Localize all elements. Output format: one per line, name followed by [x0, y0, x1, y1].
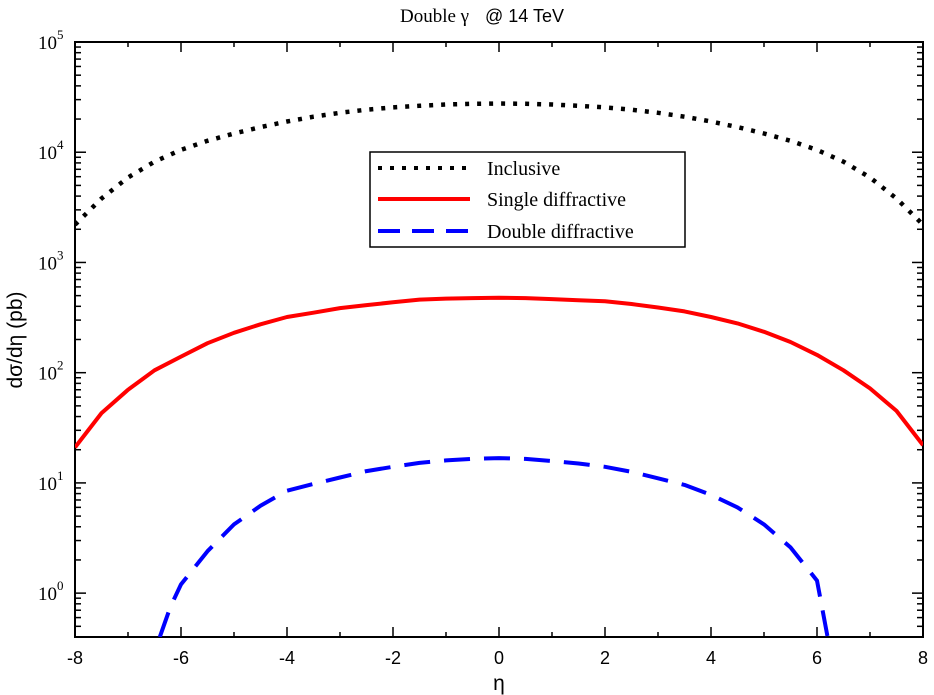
legend: Inclusive Single diffractive Double diff…: [369, 151, 686, 248]
y-tick-exponent: 5: [57, 27, 64, 42]
series-layer: [75, 101, 923, 637]
y-tick-label: 10: [38, 143, 57, 164]
plot-frame: [74, 41, 924, 638]
chart-title-part-2: @ 14 TeV: [485, 6, 564, 26]
series-line-single-diffractive: [75, 295, 923, 449]
y-tick-label: 10: [38, 364, 57, 385]
y-tick-exponent: 1: [57, 468, 64, 483]
series-line-inclusive: [75, 101, 923, 227]
x-tick-label: 2: [600, 648, 610, 668]
y-tick-label: 10: [38, 584, 57, 605]
x-tick-label: -8: [67, 648, 83, 668]
y-tick-exponent: 3: [57, 247, 64, 262]
y-tick-exponent: 0: [57, 578, 64, 593]
y-axis-label: dσ/dη (pb): [4, 291, 27, 388]
series-line-double-diffractive: [157, 456, 830, 637]
x-tick-label: -2: [385, 648, 401, 668]
legend-label-double-diffractive: Double diffractive: [487, 221, 634, 243]
x-tick-label: 6: [812, 648, 822, 668]
x-tick-label: 0: [494, 648, 504, 668]
x-axis-label: η: [493, 672, 505, 695]
legend-label-single-diffractive: Single diffractive: [487, 189, 626, 211]
x-tick-label: 4: [706, 648, 716, 668]
legend-label-inclusive: Inclusive: [487, 158, 560, 180]
y-tick-label: 10: [38, 253, 57, 274]
y-tick-exponent: 2: [57, 358, 64, 373]
chart-title-part-1: Double γ: [400, 6, 469, 27]
x-tick-label: -4: [279, 648, 295, 668]
y-tick-label: 10: [38, 474, 57, 495]
y-tick-exponent: 4: [57, 137, 64, 152]
x-tick-label: -6: [173, 648, 189, 668]
y-tick-label: 10: [38, 33, 57, 54]
x-tick-label: 8: [918, 648, 928, 668]
